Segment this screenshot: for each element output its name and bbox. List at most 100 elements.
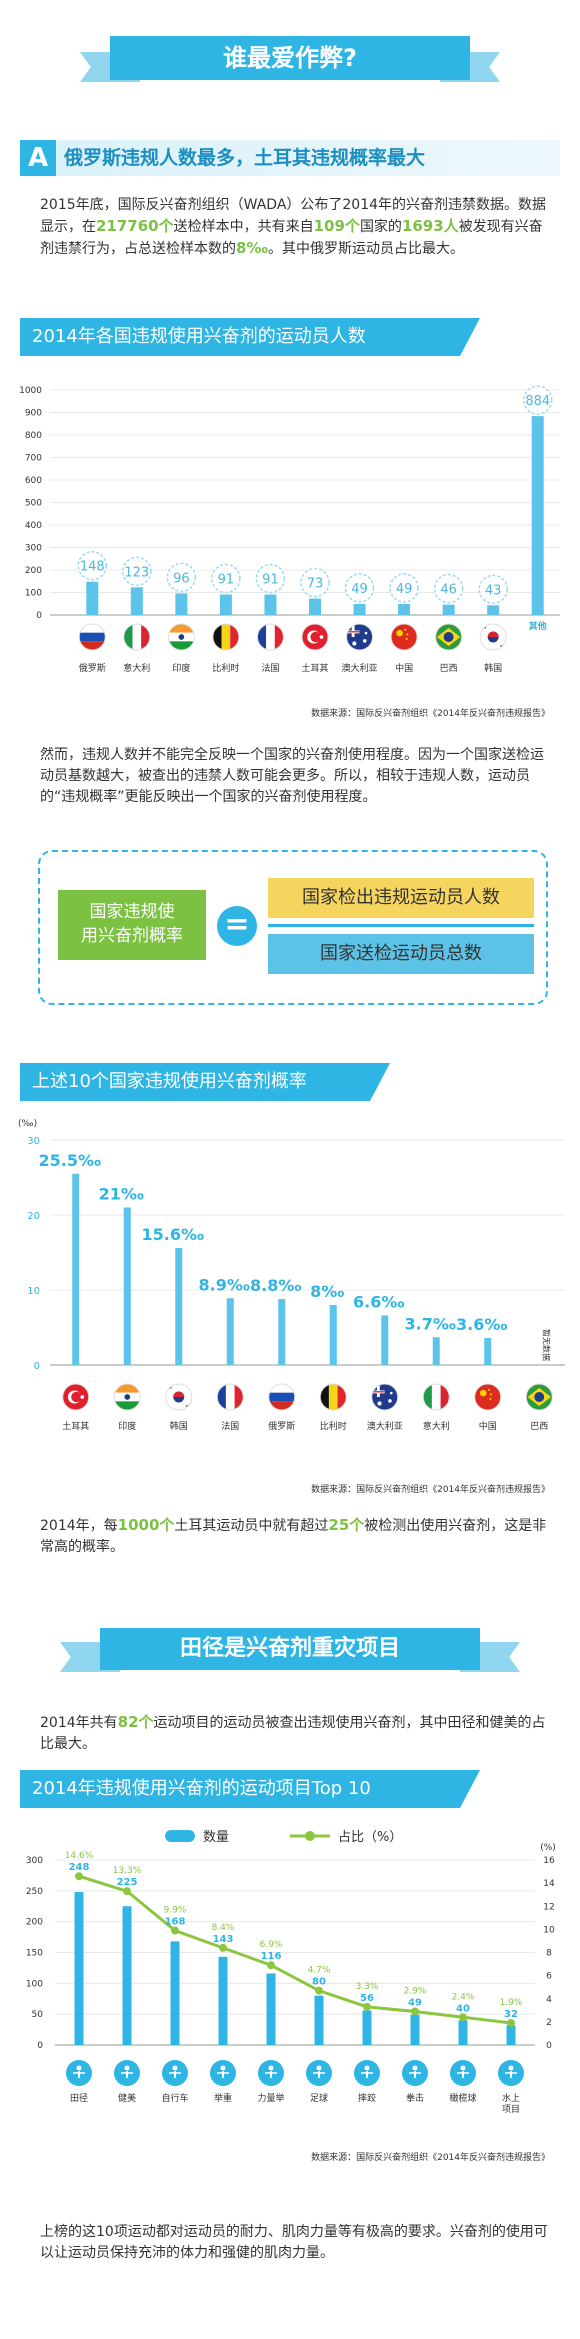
section-a-heading: A 俄罗斯违规人数最多，土耳其违规概率最大 [20, 140, 560, 176]
y-tick-label: 200 [26, 1918, 43, 1928]
para-text: 2014年共有 [40, 1715, 118, 1731]
bar [531, 416, 544, 615]
highlight-number: 25个 [328, 1516, 365, 1534]
value-bubble [344, 573, 375, 603]
formula-left: 国家违规使 用兴奋剂概率 [58, 890, 206, 960]
line-value-label: 2.4% [452, 1992, 475, 2002]
line-value-label: 2.9% [404, 1986, 427, 1996]
x-tick-label: 俄罗斯 [268, 1420, 295, 1432]
x-tick-label: 巴西 [440, 663, 458, 674]
y-tick-label: 1000 [19, 386, 42, 396]
bar [458, 2020, 468, 2045]
line-value-label: 3.3% [356, 1982, 379, 1992]
chart2-title-bar: 上述10个国家违规使用兴奋剂概率 [20, 1063, 390, 1101]
icon-figure-head [508, 2065, 514, 2071]
highlight-number: 82个 [117, 1713, 154, 1731]
icon-figure-head [316, 2065, 322, 2071]
section-a-title: 俄罗斯违规人数最多，土耳其违规概率最大 [64, 147, 426, 169]
x-tick-label: 自行车 [161, 2092, 188, 2104]
para-sports: 2014年共有82个运动项目的运动员被查出违规使用兴奋剂，其中田径和健美的占比最… [40, 1712, 550, 1755]
australia-flag-icon [371, 1383, 399, 1411]
bar [226, 1298, 234, 1365]
italy-flag-icon [422, 1383, 450, 1411]
bar [278, 1299, 286, 1365]
formula-box: 国家违规使 用兴奋剂概率 = 国家检出违规运动员人数 国家送检运动员总数 [38, 850, 548, 1005]
formula-equals: = [217, 906, 257, 946]
x-tick-label: 俄罗斯 [79, 662, 106, 674]
value-bubble [211, 563, 241, 594]
china-flag-icon [390, 623, 418, 651]
bar-value-label: 80 [312, 1977, 326, 1988]
y-tick-label: 800 [25, 431, 42, 441]
line-series [78, 1874, 512, 2025]
para-conclusion: 上榜的这10项运动都对运动员的耐力、肌肉力量等有极高的要求。兴奋剂的使用可以让运… [40, 2224, 548, 2261]
icon-figure-head [460, 2065, 466, 2071]
x-tick-label: 韩国 [484, 662, 502, 674]
formula-numerator: 国家检出违规运动员人数 [268, 878, 534, 918]
y-tick-label: 0 [36, 611, 42, 621]
y2-tick-label: 0 [546, 2041, 552, 2051]
bar [329, 1305, 337, 1365]
line-point [459, 2013, 467, 2022]
y2-tick-label: 8 [546, 1949, 552, 1959]
china-flag-icon [474, 1383, 502, 1411]
bar [264, 594, 277, 615]
x-tick-label: 意大利 [423, 1420, 450, 1432]
bar [122, 1906, 132, 2045]
para-probability-explanation: 然而，违规人数并不能完全反映一个国家的兴奋剂使用程度。因为一个国家送检运动员基数… [40, 747, 544, 805]
bar-value-label: 248 [69, 1862, 90, 1873]
bar [398, 603, 411, 615]
icon-figure-head [220, 2065, 226, 2071]
bar [487, 605, 500, 615]
icon-figure-head [412, 2065, 418, 2071]
para-text: 运动项目的运动员被查出违规使用兴奋剂，其中田径和健美的占比最大。 [40, 1715, 546, 1752]
highlight-number: 1693人 [401, 217, 459, 235]
bar [175, 593, 188, 615]
bar [442, 604, 455, 615]
australia-flag-icon [346, 623, 374, 651]
chart1-title-bar: 2014年各国违规使用兴奋剂的运动员人数 [20, 318, 480, 356]
france-flag-icon [216, 1383, 244, 1411]
russia-flag-icon [268, 1383, 296, 1411]
bar [86, 581, 99, 615]
y-tick-label: 700 [25, 454, 42, 464]
bar [219, 594, 232, 615]
bar [218, 1956, 228, 2045]
value-bubble [300, 567, 330, 598]
chart2-source: 数据来源：国际反兴奋剂组织《2014年反兴奋剂违规报告》 [311, 1485, 550, 1495]
bar-value-label: 225 [117, 1877, 138, 1888]
para-text: 土耳其运动员中就有超过 [174, 1518, 329, 1534]
y-tick-label: 0 [34, 1361, 40, 1372]
para-text: 2015年底，国际反兴奋剂组织（WADA）公布了2014年的兴奋剂违禁数据。数据… [40, 197, 547, 235]
y2-tick-label: 2 [546, 2018, 552, 2028]
para-text: 国家的 [359, 219, 402, 235]
turkey-flag-icon [62, 1383, 90, 1411]
x-tick-label: 韩国 [170, 1420, 188, 1432]
x-tick-label: 力量举 [257, 2092, 284, 2104]
chart3-title-bar: 2014年违规使用兴奋剂的运动项目Top 10 [20, 1770, 480, 1808]
bar-value-label: 32 [504, 2009, 518, 2020]
bar [170, 1941, 180, 2045]
italy-flag-icon [123, 623, 151, 651]
france-flag-icon [256, 623, 284, 651]
x-tick-label: 中国 [479, 1420, 497, 1432]
y-tick-label: 900 [25, 409, 42, 419]
value-label: 123 [124, 565, 149, 580]
section-b-title: 田径是兴奋剂重灾项目 [100, 1628, 480, 1670]
india-flag-icon [113, 1383, 141, 1411]
bar [314, 1995, 324, 2045]
bar [130, 587, 143, 615]
value-label: 43 [485, 583, 502, 598]
belgium-flag-icon [319, 1383, 347, 1411]
line-point [171, 1926, 179, 1935]
brazil-flag-icon [525, 1383, 553, 1411]
bar [74, 1892, 84, 2045]
chart1-source: 数据来源：国际反兴奋剂组织《2014年反兴奋剂违规报告》 [311, 709, 550, 719]
value-label: 8.9‰ [199, 1275, 250, 1294]
y2-tick-label: 10 [543, 1925, 555, 1935]
bar [362, 2010, 372, 2045]
formula-left-line: 国家违规使 [89, 902, 175, 922]
y-tick-label: 30 [27, 1136, 40, 1147]
value-label: 96 [173, 571, 190, 586]
value-bubble [166, 562, 197, 593]
